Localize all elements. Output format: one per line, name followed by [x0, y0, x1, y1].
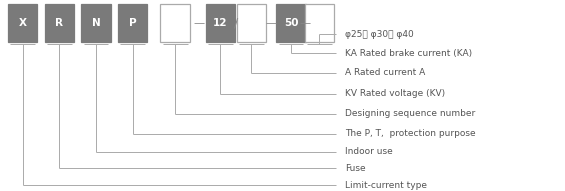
Text: φ25， φ30， φ40: φ25， φ30， φ40	[345, 30, 414, 39]
Text: N: N	[92, 18, 101, 28]
Bar	[118, 4, 147, 42]
Text: X: X	[19, 18, 27, 28]
Bar	[160, 4, 190, 42]
Text: —: —	[299, 18, 311, 28]
Bar	[237, 4, 266, 42]
Text: 50: 50	[284, 18, 298, 28]
Bar	[276, 4, 306, 42]
Text: Fuse: Fuse	[345, 163, 366, 173]
Text: The P, T,  protection purpose: The P, T, protection purpose	[345, 129, 475, 138]
Text: KV Rated voltage (KV): KV Rated voltage (KV)	[345, 89, 445, 98]
Text: P: P	[129, 18, 137, 28]
Text: /: /	[234, 16, 238, 29]
Bar	[8, 4, 37, 42]
Bar	[305, 4, 334, 42]
Bar	[81, 4, 111, 42]
Text: Designing sequence number: Designing sequence number	[345, 109, 475, 118]
Text: —: —	[266, 18, 277, 28]
Text: —: —	[193, 18, 205, 28]
Text: Indoor use: Indoor use	[345, 147, 393, 156]
Text: A Rated current A: A Rated current A	[345, 68, 425, 77]
Text: 12: 12	[213, 18, 228, 28]
Text: Limit-current type: Limit-current type	[345, 181, 427, 190]
Text: R: R	[55, 18, 63, 28]
Bar	[206, 4, 235, 42]
Bar	[45, 4, 74, 42]
Text: KA Rated brake current (KA): KA Rated brake current (KA)	[345, 49, 472, 58]
